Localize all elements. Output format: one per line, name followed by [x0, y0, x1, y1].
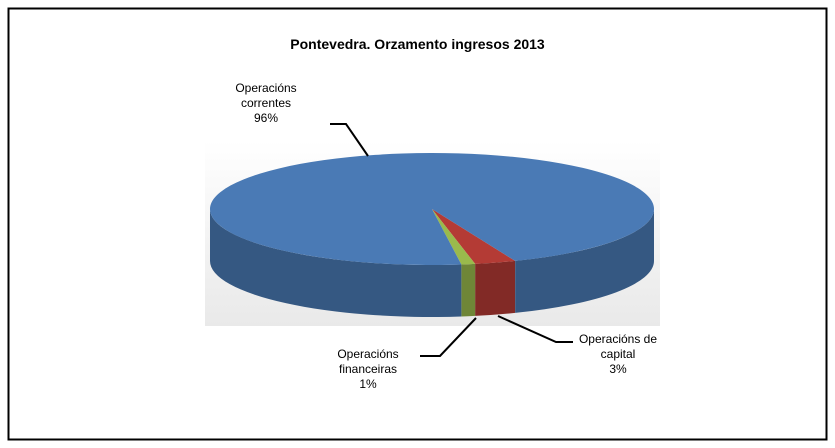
slice-side: [475, 260, 516, 316]
value-label: 3%: [609, 362, 627, 376]
slice: [432, 209, 516, 264]
leader-lines: [330, 123, 573, 357]
slice-side: [461, 263, 476, 317]
value-label: 1%: [359, 377, 377, 391]
slice-label-group: Operacións financeiras 1%: [330, 347, 406, 392]
slice-label: Operacións financeiras: [337, 347, 399, 376]
slice-label: Operacións correntes: [235, 81, 297, 110]
slice-label: Operacións de capital: [578, 332, 658, 361]
leader-line: [330, 123, 369, 157]
leader-line: [420, 317, 477, 357]
slice-label-group: Operacións correntes 96%: [228, 81, 304, 126]
slice-side: [210, 209, 462, 317]
value-label: 96%: [253, 111, 279, 125]
leader-line: [497, 315, 573, 343]
slice-label-group: Operacións de capital 3%: [572, 332, 664, 377]
chart-title: Pontevedra. Orzamento ingresos 2013: [290, 36, 545, 52]
slice: [210, 152, 655, 265]
pie: [210, 152, 655, 317]
slice: [432, 209, 476, 265]
slice-side: [515, 209, 654, 313]
